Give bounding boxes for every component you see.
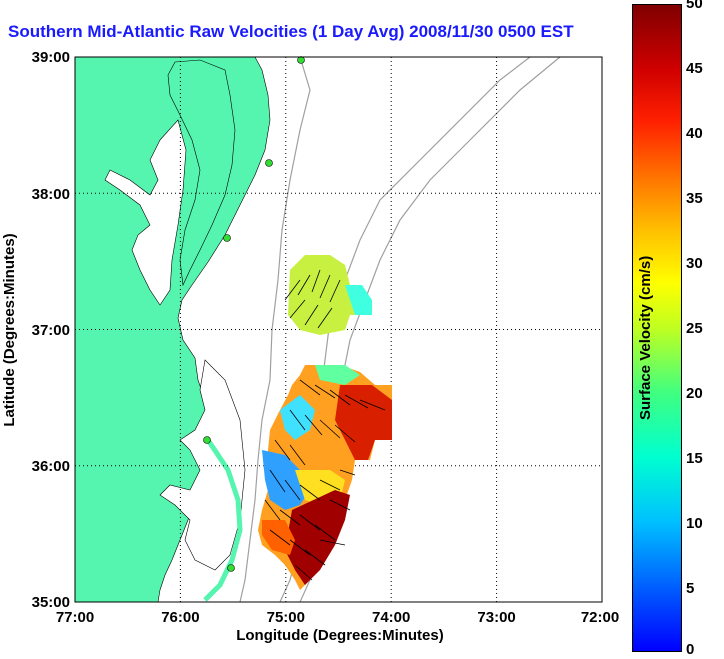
bay-water [104, 119, 246, 571]
velocity-vectors [264, 269, 386, 581]
colorbar-label-text: Surface Velocity (cm/s) [637, 255, 654, 420]
x-tick-label: 74:00 [372, 609, 410, 626]
outer-banks [203, 438, 243, 602]
colorbar-tick: 10 [686, 515, 703, 532]
colorbar-tick: 5 [686, 580, 695, 597]
velocity-patch-north [288, 255, 372, 335]
y-tick-label: 35:00 [32, 594, 70, 611]
y-tick-label: 36:00 [32, 458, 70, 475]
grid-lines [75, 57, 602, 602]
colorbar-tick: 0 [686, 641, 695, 658]
colorbar-tick: 20 [686, 385, 703, 402]
colorbar-tick: 25 [686, 320, 703, 337]
station-marker [223, 234, 231, 242]
colorbar [632, 4, 682, 652]
station-markers [203, 56, 305, 572]
colorbar-tick: 35 [686, 190, 703, 207]
station-marker [297, 56, 305, 64]
map-title: Southern Mid-Atlantic Raw Velocities (1 … [8, 22, 574, 41]
x-tick-label: 72:00 [581, 609, 619, 626]
delmarva-peninsula [167, 59, 236, 287]
y-tick-label: 39:00 [32, 49, 70, 66]
y-tick-label: 38:00 [32, 186, 70, 203]
colorbar-tick: 50 [686, 0, 703, 12]
x-tick-label: 77:00 [56, 609, 94, 626]
x-axis-label: Longitude (Degrees:Minutes) [236, 627, 444, 644]
colorbar-tick: 15 [686, 450, 703, 467]
station-marker [265, 159, 273, 167]
y-tick-label: 37:00 [32, 322, 70, 339]
colorbar-tick: 45 [686, 60, 703, 77]
y-axis-label: Latitude (Degrees:Minutes) [1, 233, 18, 426]
colorbar-tick: 30 [686, 255, 703, 272]
x-tick-label: 76:00 [161, 609, 199, 626]
station-marker [227, 564, 235, 572]
velocity-field [258, 255, 392, 590]
colorbar-tick: 40 [686, 125, 703, 142]
x-tick-label: 73:00 [477, 609, 515, 626]
x-tick-label: 75:00 [267, 609, 305, 626]
station-marker [203, 436, 211, 444]
